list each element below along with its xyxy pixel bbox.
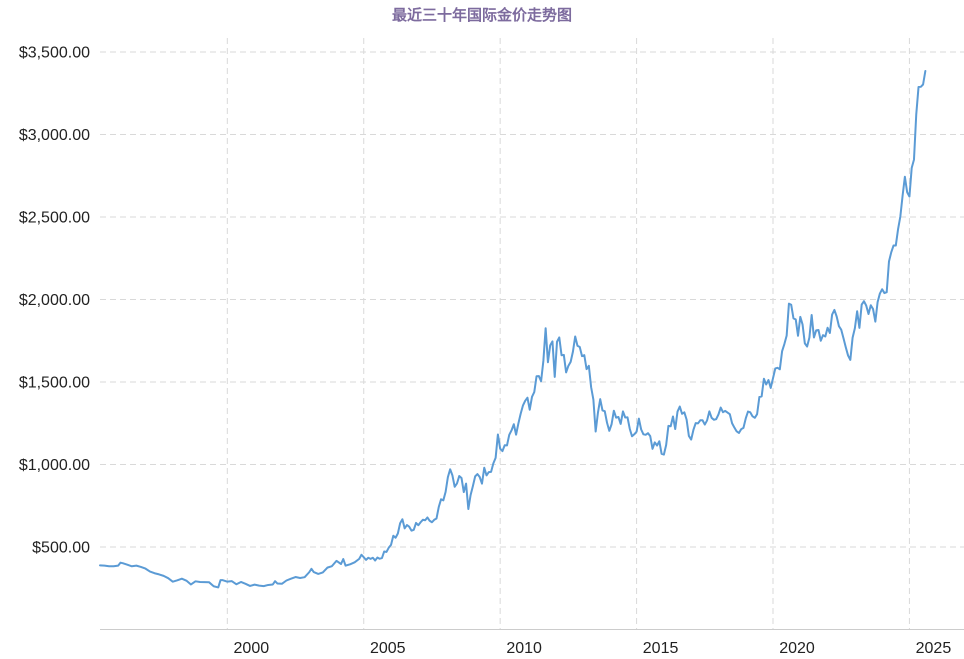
y-tick-label: $500.00 — [32, 540, 90, 557]
y-tick-label: $1,500.00 — [19, 375, 90, 392]
grid-layer — [100, 38, 964, 630]
chart-title: 最近三十年国际金价走势图 — [392, 6, 572, 24]
y-tick-label: $3,500.00 — [19, 45, 90, 62]
y-axis: $500.00 $1,000.00 $1,500.00 $2,000.00 $2,500… — [19, 45, 90, 557]
y-tick-label: $2,500.00 — [19, 210, 90, 227]
x-tick-label: 2010 — [506, 640, 542, 657]
x-tick-label: 2015 — [643, 640, 679, 657]
x-tick-label: 2025 — [916, 640, 952, 657]
gold-price-line — [99, 69, 927, 589]
series-layer — [99, 69, 927, 589]
x-tick-label: 2020 — [779, 640, 815, 657]
x-tick-label: 2000 — [234, 640, 270, 657]
y-tick-label: $2,000.00 — [19, 292, 90, 309]
x-tick-label: 2005 — [370, 640, 406, 657]
x-axis: 2000 2005 2010 2015 2020 2025 — [234, 640, 952, 657]
y-tick-label: $1,000.00 — [19, 457, 90, 474]
y-tick-label: $3,000.00 — [19, 127, 90, 144]
